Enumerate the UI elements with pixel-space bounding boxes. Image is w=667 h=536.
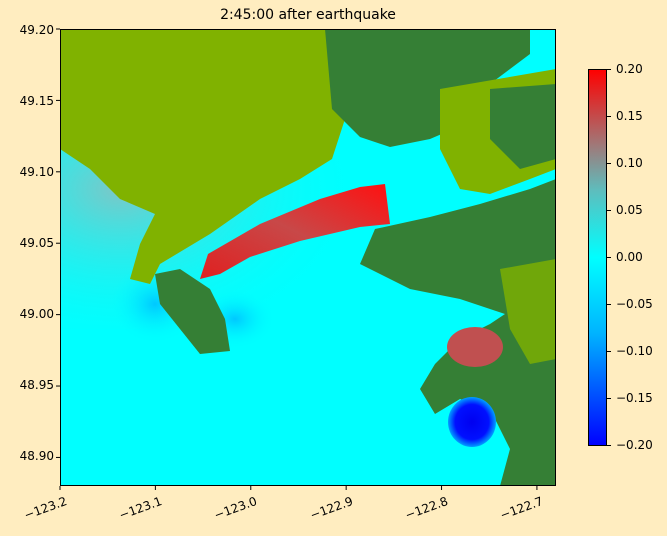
colorbar-tick-label: −0.05 (616, 297, 653, 311)
upland-region (360, 179, 556, 486)
colorbar-tick-label: −0.20 (616, 438, 653, 452)
positive-wave-band (200, 184, 390, 279)
y-tick-label: 48.95 (19, 378, 54, 392)
negative-wave-patch (448, 397, 496, 447)
x-tick-label: −123.1 (117, 494, 164, 523)
upland-region (325, 29, 530, 147)
colorbar-tick-label: 0.00 (616, 250, 643, 264)
y-tick-label: 49.20 (19, 23, 54, 37)
colorbar (588, 69, 611, 446)
colorbar-tick-label: 0.15 (616, 109, 643, 123)
lowland-region (500, 259, 556, 364)
colorbar-tick-label: −0.15 (616, 391, 653, 405)
colorbar-tick-label: −0.10 (616, 344, 653, 358)
chart-title: 2:45:00 after earthquake (220, 7, 396, 23)
map-plot-area (56, 28, 556, 490)
colorbar-tick-label: 0.10 (616, 156, 643, 170)
colorbar-gradient (588, 69, 607, 446)
y-tick-label: 48.90 (19, 449, 54, 463)
y-tick-label: 49.00 (19, 307, 54, 321)
y-tick-label: 49.15 (19, 94, 54, 108)
y-tick-label: 49.05 (19, 236, 54, 250)
upland-region (155, 269, 230, 354)
upland-region (490, 84, 556, 169)
colorbar-tick-label: 0.20 (616, 62, 643, 76)
x-tick-label: −122.9 (308, 494, 355, 523)
x-tick-label: −122.7 (498, 494, 545, 523)
lowland-region (60, 29, 360, 284)
x-tick-label: −123.2 (22, 494, 69, 523)
axes-frame (60, 29, 556, 486)
x-tick-label: −122.8 (403, 494, 450, 523)
positive-wave-patch (447, 327, 503, 367)
colorbar-tick-label: 0.05 (616, 203, 643, 217)
y-tick-label: 49.10 (19, 165, 54, 179)
x-tick-label: −123.0 (212, 494, 259, 523)
